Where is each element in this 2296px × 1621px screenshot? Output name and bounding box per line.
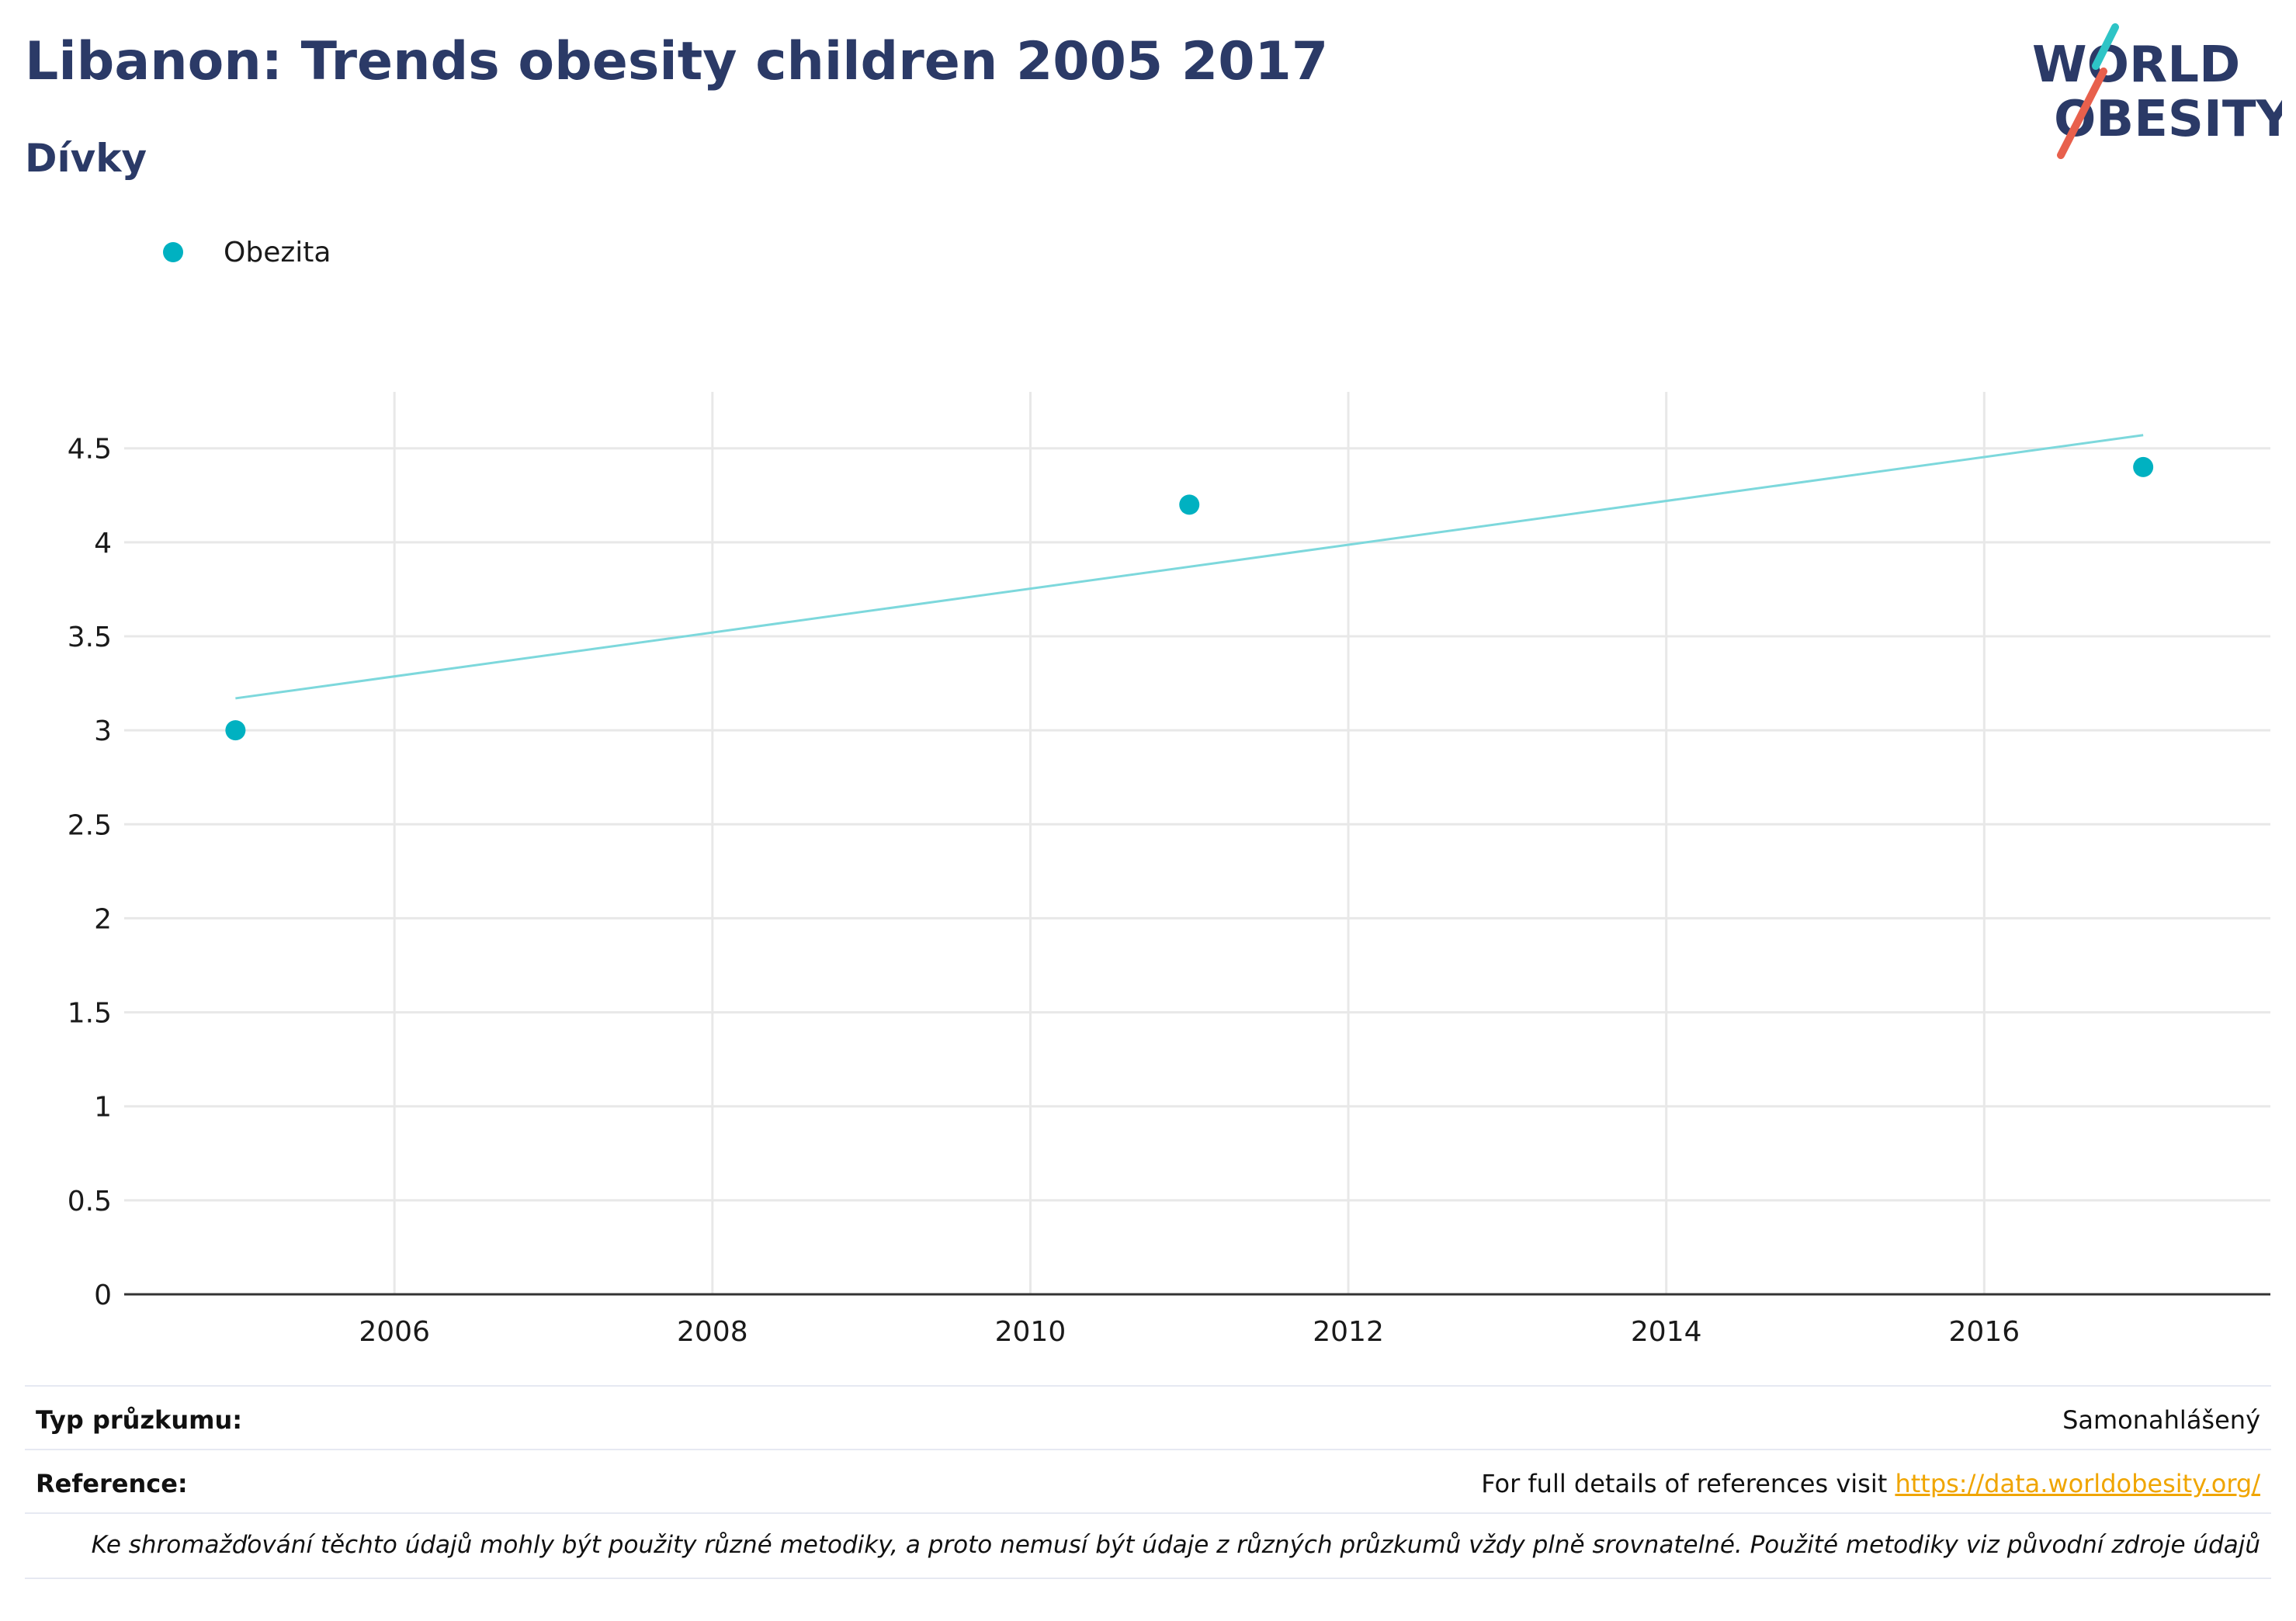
- legend-marker-dot: [163, 242, 183, 262]
- data-point: [1179, 494, 1200, 515]
- y-tick-label: 1: [94, 1092, 112, 1124]
- reference-text: For full details of references visit: [1481, 1469, 1895, 1498]
- x-tick-label: 2008: [677, 1316, 748, 1348]
- trend-line: [235, 434, 2144, 700]
- x-tick-label: 2014: [1631, 1316, 1702, 1348]
- reference-value: For full details of references visit htt…: [1481, 1469, 2260, 1498]
- x-tick-label: 2012: [1313, 1316, 1384, 1348]
- y-tick-label: 4.5: [68, 434, 112, 466]
- logo-text-world: WORLD: [2032, 36, 2240, 94]
- scatter-chart: 0 0.5 1 1.5 2 2.5 3 3.5 4 4.5 2006 2008 2010 2012 2014…: [68, 392, 2270, 1348]
- legend-label: Obezita: [224, 236, 331, 268]
- survey-type-label: Typ průzkumu:: [36, 1405, 243, 1435]
- reference-row: Reference: For full details of reference…: [25, 1449, 2271, 1514]
- y-tick-label: 4: [94, 528, 112, 559]
- y-tick-label: 2: [94, 903, 112, 935]
- data-point: [2133, 456, 2154, 477]
- legend[interactable]: Obezita: [163, 233, 331, 272]
- reference-label: Reference:: [36, 1469, 188, 1498]
- methodology-note: Ke shromažďování těchto údajů mohly být …: [91, 1531, 2260, 1559]
- reference-link[interactable]: https://data.worldobesity.org/: [1895, 1469, 2260, 1498]
- chart-subtitle: Dívky: [25, 136, 147, 181]
- logo-slash-red: [2057, 68, 2107, 159]
- x-tick-label: 2010: [995, 1316, 1066, 1348]
- y-tick-label: 0: [94, 1280, 112, 1311]
- y-tick-label: 3.5: [68, 622, 112, 653]
- survey-type-row: Typ průzkumu: Samonahlášený: [25, 1385, 2271, 1450]
- y-tick-label: 1.5: [68, 998, 112, 1030]
- x-tick-label: 2016: [1949, 1316, 2020, 1348]
- y-tick-label: 2.5: [68, 809, 112, 841]
- world-obesity-logo: WORLD OBESITY: [2032, 23, 2282, 159]
- y-tick-label: 3: [94, 715, 112, 747]
- y-tick-label: 0.5: [68, 1186, 112, 1217]
- survey-type-value: Samonahlášený: [2062, 1405, 2260, 1435]
- chart-title: Libanon: Trends obesity children 2005 20…: [25, 31, 1329, 92]
- data-point: [225, 720, 246, 741]
- x-tick-label: 2006: [359, 1316, 430, 1348]
- logo-slash-teal: [2092, 23, 2119, 70]
- methodology-note-row: Ke shromažďování těchto údajů mohly být …: [25, 1512, 2271, 1579]
